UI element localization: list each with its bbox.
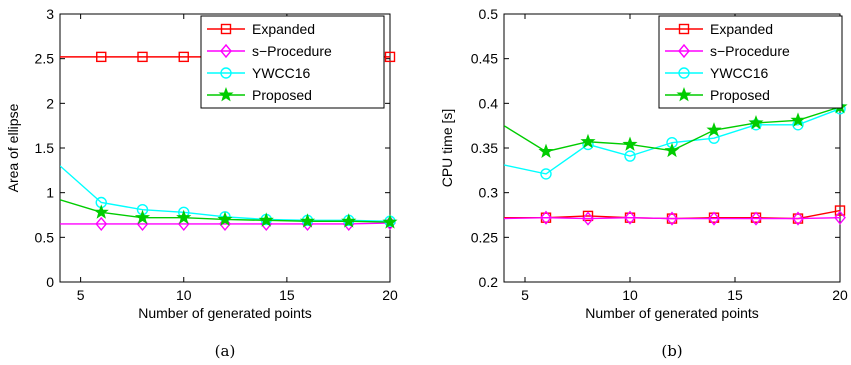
data-point — [137, 51, 148, 63]
legend-marker — [220, 23, 232, 35]
x-tick-label: 15 — [727, 287, 743, 303]
y-axis-label: Area of ellipse — [5, 103, 21, 192]
data-point — [382, 214, 398, 229]
data-point — [258, 212, 274, 227]
data-point — [706, 122, 722, 137]
y-tick-label: 1 — [46, 185, 54, 201]
y-tick-label: 3 — [46, 6, 54, 22]
y-tick-label: 2.5 — [35, 51, 55, 67]
data-point — [95, 216, 108, 232]
x-tick-label: 20 — [382, 287, 398, 303]
series-line — [60, 222, 390, 225]
legend-marker — [218, 87, 234, 102]
y-tick-label: 0.2 — [479, 274, 499, 290]
legend-label: s−Procedure — [252, 43, 332, 59]
legend-marker — [220, 43, 232, 59]
data-point — [538, 143, 554, 159]
data-point — [624, 150, 636, 162]
data-point — [748, 115, 764, 130]
subfigure-caption: (b) — [661, 342, 682, 360]
data-point — [708, 211, 720, 226]
legend: Expanded s−Procedure YWCC16 Proposed — [200, 15, 385, 109]
data-point — [217, 211, 233, 226]
data-point — [834, 205, 846, 216]
data-point — [624, 210, 636, 225]
y-tick-label: 2 — [46, 95, 54, 111]
data-point — [540, 210, 552, 225]
legend-item: Proposed — [665, 87, 770, 103]
chart-panel-b: 5 10 15 20 0.2 0.25 0.3 0.35 0.4 0.45 0.5 Number of… — [439, 6, 848, 360]
x-tick-label: 10 — [176, 287, 192, 303]
legend-item: Expanded — [665, 21, 773, 37]
legend-label: YWCC16 — [252, 65, 311, 81]
legend-item: s−Procedure — [665, 43, 790, 59]
legend-item: YWCC16 — [207, 65, 311, 81]
series-line — [504, 108, 840, 175]
data-point — [260, 216, 273, 232]
series-star — [60, 199, 398, 229]
y-tick-label: 1.5 — [35, 140, 55, 156]
data-point — [582, 210, 594, 222]
y-tick-label: 0.4 — [479, 95, 499, 111]
data-point — [341, 213, 357, 228]
series-diamond — [504, 210, 846, 226]
x-tick-label: 5 — [77, 287, 85, 303]
data-point — [666, 211, 678, 226]
legend-label: Proposed — [252, 87, 312, 103]
x-tick-label: 10 — [622, 287, 638, 303]
data-point — [178, 51, 189, 63]
legend: Expanded s−Procedure YWCC16 Proposed — [658, 15, 843, 109]
data-point — [580, 133, 596, 149]
data-point — [299, 213, 316, 228]
y-tick-label: 0.3 — [479, 185, 499, 201]
subfigure-caption: (a) — [215, 342, 236, 360]
data-point — [540, 168, 552, 180]
legend-marker — [220, 67, 232, 79]
data-point — [834, 210, 846, 225]
data-point — [790, 112, 806, 127]
y-tick-label: 0.5 — [35, 229, 55, 245]
legend-label: s−Procedure — [710, 43, 790, 59]
series-circle — [504, 102, 846, 180]
legend-item: s−Procedure — [207, 43, 332, 59]
legend-label: Expanded — [252, 21, 315, 37]
legend-label: YWCC16 — [710, 65, 769, 81]
x-tick-label: 5 — [521, 287, 529, 303]
data-point — [750, 211, 762, 226]
series-line — [504, 216, 840, 220]
series-star — [504, 98, 848, 159]
legend-marker — [678, 67, 690, 79]
legend-marker — [678, 23, 690, 35]
data-point — [622, 136, 638, 151]
y-axis-label: CPU time [s] — [439, 109, 455, 188]
data-point — [96, 51, 107, 63]
legend-item: Proposed — [207, 87, 312, 103]
data-point — [134, 209, 151, 225]
legend-item: Expanded — [207, 21, 315, 37]
data-point — [384, 51, 396, 63]
data-point — [582, 211, 594, 226]
legend-label: Proposed — [710, 87, 770, 103]
data-point — [664, 142, 680, 158]
y-tick-label: 0.5 — [479, 6, 499, 22]
x-axis-label: Number of generated points — [585, 305, 759, 321]
data-point — [93, 204, 109, 219]
data-point — [792, 211, 804, 226]
legend-item: YWCC16 — [665, 65, 769, 81]
legend-marker — [678, 43, 690, 59]
y-tick-label: 0.25 — [471, 229, 498, 245]
x-tick-label: 15 — [279, 287, 295, 303]
legend-marker — [676, 87, 692, 102]
x-axis-label: Number of generated points — [138, 305, 312, 321]
y-tick-label: 0 — [46, 274, 54, 290]
y-tick-label: 0.35 — [471, 140, 498, 156]
legend-label: Expanded — [710, 21, 773, 37]
chart-panel-a: 5 10 15 20 0 0.5 1 1.5 2 2.5 3 Number of generated … — [5, 6, 398, 360]
data-point — [176, 209, 192, 225]
y-tick-label: 0.45 — [471, 51, 498, 67]
x-tick-label: 20 — [832, 287, 848, 303]
